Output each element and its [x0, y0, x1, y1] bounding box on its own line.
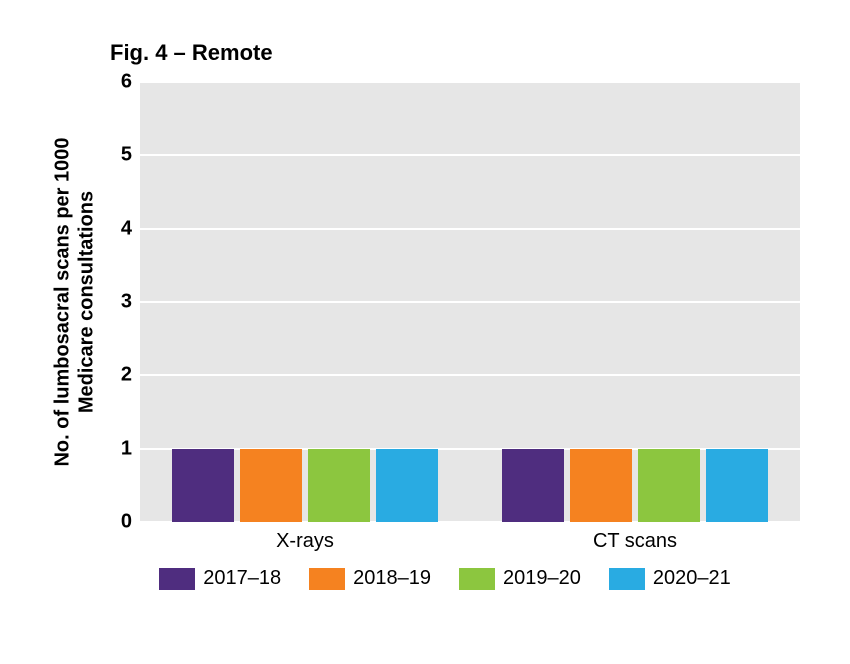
legend: 2017–18 2018–19 2019–20 2020–21 — [90, 567, 800, 590]
y-axis-ticks: 0123456 — [100, 82, 140, 522]
bar — [706, 449, 768, 522]
bar — [376, 449, 438, 522]
bar — [502, 449, 564, 522]
legend-item: 2017–18 — [159, 567, 281, 590]
y-tick-label: 5 — [121, 144, 132, 167]
y-tick-label: 4 — [121, 217, 132, 240]
y-tick-label: 1 — [121, 437, 132, 460]
chart-area: No. of lumbosacral scans per 1000 Medica… — [50, 82, 800, 522]
y-tick-label: 6 — [121, 71, 132, 94]
legend-swatch — [609, 568, 645, 590]
y-axis-label-line1: No. of lumbosacral scans per 1000 — [52, 137, 74, 466]
legend-swatch — [309, 568, 345, 590]
x-tick-label: X-rays — [140, 530, 470, 553]
legend-label: 2020–21 — [653, 567, 731, 590]
legend-item: 2020–21 — [609, 567, 731, 590]
y-axis-label: No. of lumbosacral scans per 1000 Medica… — [51, 137, 99, 466]
y-tick-label: 0 — [121, 511, 132, 534]
legend-item: 2019–20 — [459, 567, 581, 590]
legend-label: 2019–20 — [503, 567, 581, 590]
plot-area — [140, 82, 800, 522]
bar-group — [140, 82, 470, 522]
x-tick-label: CT scans — [470, 530, 800, 553]
y-axis-label-wrap: No. of lumbosacral scans per 1000 Medica… — [50, 82, 100, 522]
legend-label: 2017–18 — [203, 567, 281, 590]
bar — [638, 449, 700, 522]
bar-groups — [140, 82, 800, 522]
bar — [172, 449, 234, 522]
legend-swatch — [159, 568, 195, 590]
x-axis-labels: X-raysCT scans — [140, 530, 800, 553]
legend-label: 2018–19 — [353, 567, 431, 590]
legend-item: 2018–19 — [309, 567, 431, 590]
bar — [308, 449, 370, 522]
bar — [570, 449, 632, 522]
y-tick-label: 2 — [121, 364, 132, 387]
y-axis-label-line2: Medicare consultations — [76, 191, 98, 413]
chart-title: Fig. 4 – Remote — [110, 40, 800, 66]
y-tick-label: 3 — [121, 291, 132, 314]
bar-group — [470, 82, 800, 522]
legend-swatch — [459, 568, 495, 590]
bar — [240, 449, 302, 522]
